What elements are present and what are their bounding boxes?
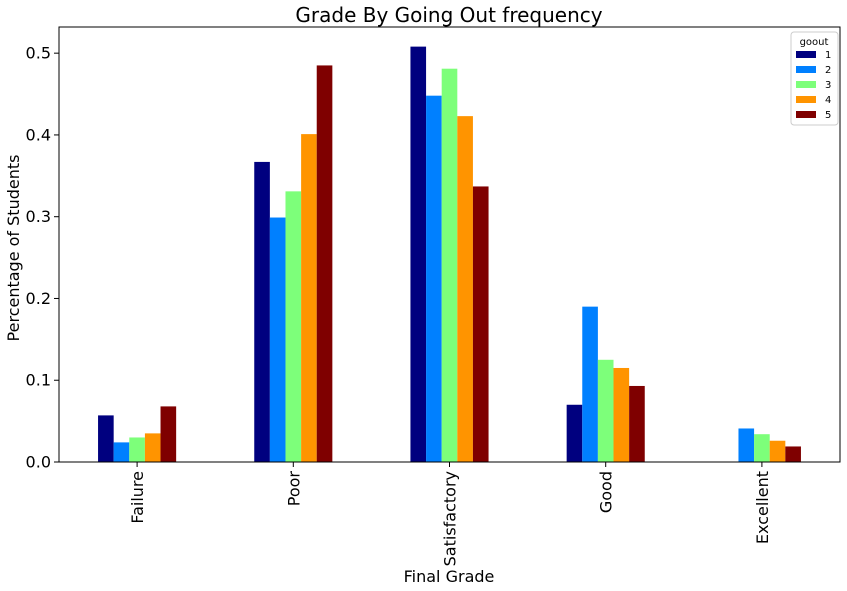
bar-good-goout-3 <box>597 359 614 462</box>
y-tick-label: 0.1 <box>26 371 51 390</box>
bar-failure-goout-2 <box>113 442 130 462</box>
legend-swatch-2 <box>796 66 816 73</box>
legend-swatch-5 <box>796 111 816 118</box>
x-tick-label-failure: Failure <box>128 471 147 524</box>
legend-swatch-3 <box>796 81 816 88</box>
legend-label-2: 2 <box>825 65 831 76</box>
legend-label-4: 4 <box>825 95 831 106</box>
x-tick-label-satisfactory: Satisfactory <box>441 471 460 566</box>
legend-label-5: 5 <box>825 110 831 121</box>
y-tick-label: 0.3 <box>26 207 51 226</box>
y-axis: 0.0 0.1 0.2 0.3 0.4 0.5 <box>26 44 59 472</box>
bar-excellent-goout-4 <box>769 440 786 462</box>
bar-good-goout-1 <box>566 404 583 462</box>
bar-excellent-goout-3 <box>754 434 770 462</box>
x-tick-label-poor: Poor <box>284 471 303 507</box>
bar-satisfactory-goout-5 <box>472 186 489 462</box>
bar-failure-goout-5 <box>160 406 177 462</box>
legend-label-1: 1 <box>825 50 831 61</box>
y-tick-label: 0.5 <box>26 44 51 63</box>
chart-title: Grade By Going Out frequency <box>295 3 602 27</box>
bar-poor-goout-5 <box>316 65 333 463</box>
bar-failure-goout-1 <box>98 415 114 462</box>
y-tick-label: 0.2 <box>26 289 51 308</box>
bar-poor-goout-4 <box>301 134 317 463</box>
x-tick-label-excellent: Excellent <box>753 471 772 544</box>
bar-poor-goout-2 <box>269 217 286 462</box>
x-tick-label-good: Good <box>597 471 616 513</box>
x-axis-label: Final Grade <box>404 567 495 586</box>
bar-excellent-goout-2 <box>738 428 755 462</box>
bar-good-goout-4 <box>613 367 630 462</box>
legend-swatch-4 <box>796 96 816 103</box>
y-tick-label: 0.4 <box>26 125 51 144</box>
bar-good-goout-5 <box>629 385 645 462</box>
bar-satisfactory-goout-4 <box>457 116 473 462</box>
legend-swatch-1 <box>796 51 816 58</box>
legend: goout 1 2 3 4 5 <box>790 31 839 126</box>
y-axis-label: Percentage of Students <box>4 155 23 342</box>
bar-good-goout-2 <box>582 306 598 462</box>
bar-satisfactory-goout-2 <box>426 95 442 463</box>
y-tick-label: 0.0 <box>26 453 51 472</box>
plot-area <box>58 26 841 463</box>
bar-satisfactory-goout-3 <box>441 68 458 462</box>
bar-satisfactory-goout-1 <box>410 46 427 463</box>
bar-poor-goout-3 <box>285 191 302 462</box>
x-axis: Failure Poor Satisfactory Good Excellent <box>128 462 772 566</box>
bar-poor-goout-1 <box>254 161 270 463</box>
bar-failure-goout-3 <box>129 437 145 462</box>
legend-title: goout <box>800 37 829 48</box>
bar-excellent-goout-5 <box>785 446 801 462</box>
legend-label-3: 3 <box>825 80 831 91</box>
bar-failure-goout-4 <box>144 433 161 462</box>
